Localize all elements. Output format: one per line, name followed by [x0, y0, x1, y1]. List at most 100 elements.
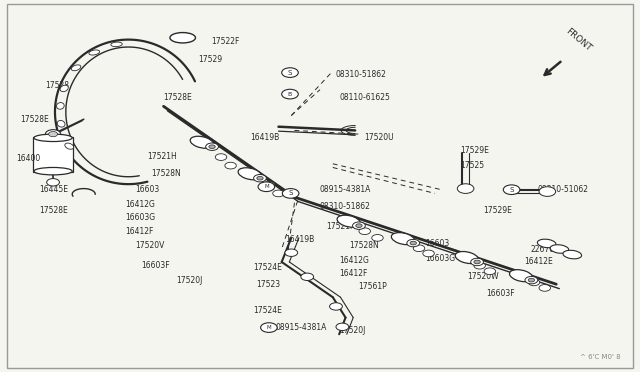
Text: 17525: 17525: [461, 161, 484, 170]
Circle shape: [49, 132, 58, 137]
Ellipse shape: [34, 134, 72, 141]
Circle shape: [503, 185, 520, 195]
Circle shape: [336, 323, 349, 331]
Circle shape: [253, 174, 266, 182]
Text: 08310-51862: 08310-51862: [336, 70, 387, 79]
Text: S: S: [509, 187, 514, 193]
Circle shape: [257, 176, 263, 180]
Circle shape: [474, 260, 480, 264]
Circle shape: [410, 241, 417, 245]
Text: 08915-4381A: 08915-4381A: [275, 323, 326, 332]
Circle shape: [359, 228, 371, 235]
Text: 16412F: 16412F: [339, 269, 367, 278]
Ellipse shape: [57, 121, 65, 127]
Text: 16412E: 16412E: [524, 257, 553, 266]
Circle shape: [458, 184, 474, 193]
Text: 17528E: 17528E: [20, 115, 49, 124]
Text: 16603F: 16603F: [141, 261, 170, 270]
Ellipse shape: [170, 33, 195, 43]
Ellipse shape: [190, 136, 214, 148]
Text: 08110-61625: 08110-61625: [339, 93, 390, 102]
Circle shape: [301, 273, 314, 280]
Text: 17524E: 17524E: [253, 306, 282, 315]
Circle shape: [356, 224, 362, 228]
Text: 17520V: 17520V: [135, 241, 164, 250]
Circle shape: [209, 145, 215, 148]
Ellipse shape: [509, 270, 533, 282]
Text: 16603F: 16603F: [486, 289, 515, 298]
Text: 16603: 16603: [135, 185, 159, 194]
Text: 16603G: 16603G: [125, 213, 156, 222]
Circle shape: [525, 276, 538, 284]
Text: 17520J: 17520J: [339, 326, 365, 335]
Circle shape: [260, 323, 277, 333]
Text: FRONT: FRONT: [564, 27, 593, 53]
Text: 16419B: 16419B: [285, 235, 314, 244]
Text: 16412G: 16412G: [339, 256, 369, 264]
Text: 17523: 17523: [256, 280, 280, 289]
FancyBboxPatch shape: [33, 137, 73, 171]
Ellipse shape: [563, 250, 582, 259]
Text: 17522F: 17522F: [211, 37, 240, 46]
Ellipse shape: [89, 50, 100, 55]
Text: 08310-51062: 08310-51062: [537, 185, 588, 194]
Ellipse shape: [550, 245, 569, 253]
Text: ^ 6'C M0' 8: ^ 6'C M0' 8: [580, 354, 620, 360]
Text: 08310-51862: 08310-51862: [320, 202, 371, 211]
Circle shape: [215, 154, 227, 160]
Text: 17529E: 17529E: [483, 206, 512, 215]
Text: 16603: 16603: [426, 239, 450, 248]
Circle shape: [423, 250, 435, 257]
Circle shape: [285, 249, 298, 256]
Circle shape: [273, 190, 284, 197]
Text: M: M: [264, 184, 269, 189]
Circle shape: [407, 239, 420, 247]
Text: 17520J: 17520J: [176, 276, 203, 285]
Text: 16412G: 16412G: [125, 200, 155, 209]
Text: 16419B: 16419B: [250, 133, 279, 142]
Text: 17520W: 17520W: [467, 272, 499, 281]
Ellipse shape: [65, 143, 74, 149]
Ellipse shape: [60, 85, 68, 92]
Circle shape: [282, 68, 298, 77]
Text: S: S: [288, 70, 292, 76]
Ellipse shape: [111, 42, 122, 46]
Circle shape: [528, 278, 534, 282]
Circle shape: [372, 235, 383, 241]
Circle shape: [474, 262, 485, 269]
Ellipse shape: [337, 215, 360, 227]
Circle shape: [539, 285, 550, 291]
Circle shape: [47, 179, 60, 186]
Text: 17561P: 17561P: [358, 282, 387, 291]
Circle shape: [470, 258, 483, 266]
Text: 17528E: 17528E: [39, 206, 68, 215]
Text: 22670M: 22670M: [531, 244, 561, 253]
Ellipse shape: [392, 232, 415, 245]
Ellipse shape: [538, 239, 556, 248]
Text: 17529E: 17529E: [461, 146, 490, 155]
Text: S: S: [289, 190, 293, 196]
Circle shape: [205, 143, 218, 150]
Circle shape: [330, 303, 342, 310]
Text: 16412F: 16412F: [125, 227, 154, 236]
Text: 16400: 16400: [17, 154, 41, 163]
Text: 17520U: 17520U: [365, 133, 394, 142]
Text: 17529: 17529: [198, 55, 223, 64]
Text: 16603G: 16603G: [426, 254, 456, 263]
Text: 16445E: 16445E: [39, 185, 68, 194]
Circle shape: [263, 182, 275, 188]
Text: B: B: [288, 92, 292, 97]
Text: 17521H: 17521H: [326, 222, 356, 231]
Circle shape: [539, 187, 556, 196]
Text: 17524E: 17524E: [253, 263, 282, 272]
Text: 17528: 17528: [45, 81, 69, 90]
Circle shape: [225, 162, 236, 169]
Circle shape: [353, 222, 365, 230]
Ellipse shape: [34, 167, 72, 175]
Circle shape: [413, 245, 425, 251]
Text: 17521H: 17521H: [148, 152, 177, 161]
Circle shape: [282, 189, 299, 198]
Circle shape: [258, 182, 275, 192]
Text: 08915-4381A: 08915-4381A: [320, 185, 371, 194]
Text: 17528N: 17528N: [151, 169, 180, 177]
